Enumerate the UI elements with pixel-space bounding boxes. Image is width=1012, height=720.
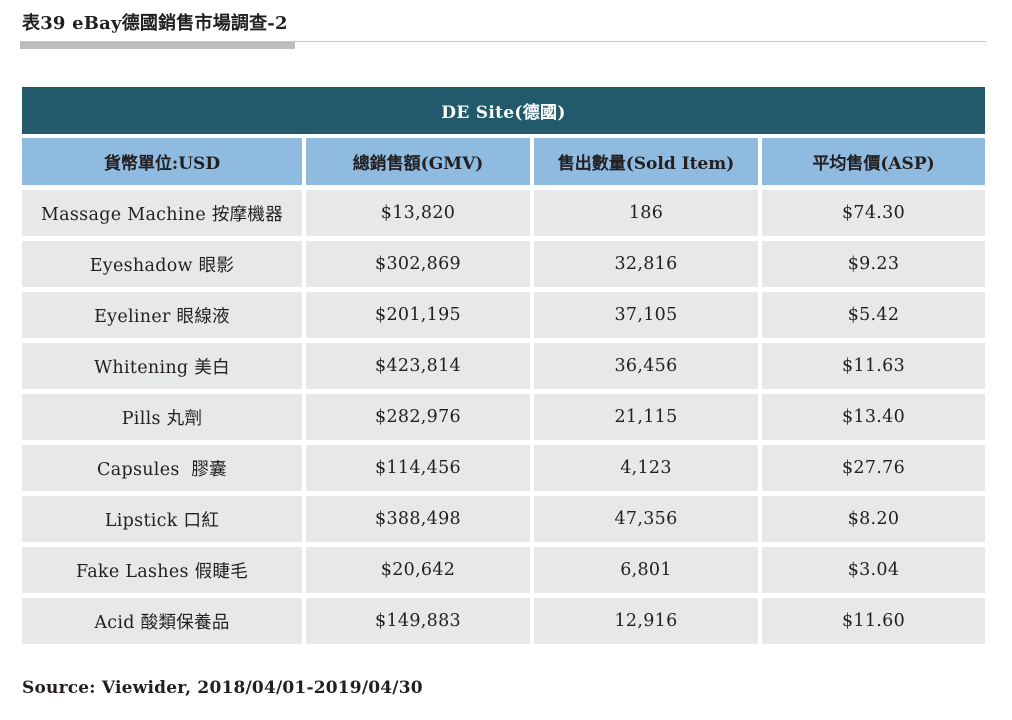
header-gmv: 總銷售額(GMV) <box>306 138 530 185</box>
cell-asp: $11.60 <box>762 598 985 644</box>
title-accent-bar <box>20 42 295 49</box>
table-row: Eyeliner 眼線液 $201,195 37,105 $5.42 <box>22 292 985 338</box>
cell-asp: $13.40 <box>762 394 985 440</box>
cell-gmv: $13,820 <box>306 190 530 236</box>
cell-category: Fake Lashes 假睫毛 <box>22 547 302 593</box>
cell-asp: $27.76 <box>762 445 985 491</box>
cell-asp: $5.42 <box>762 292 985 338</box>
cell-sold-items: 186 <box>534 190 758 236</box>
cell-gmv: $388,498 <box>306 496 530 542</box>
cell-sold-items: 12,916 <box>534 598 758 644</box>
cell-gmv: $282,976 <box>306 394 530 440</box>
cell-sold-items: 4,123 <box>534 445 758 491</box>
table-caption: DE Site(德國) <box>22 87 985 134</box>
cell-asp: $74.30 <box>762 190 985 236</box>
table-row: Lipstick 口紅 $388,498 47,356 $8.20 <box>22 496 985 542</box>
cell-sold-items: 21,115 <box>534 394 758 440</box>
cell-sold-items: 47,356 <box>534 496 758 542</box>
cell-category: Capsules 膠囊 <box>22 445 302 491</box>
cell-asp: $3.04 <box>762 547 985 593</box>
source-note: Source: Viewider, 2018/04/01-2019/04/30 <box>22 678 423 698</box>
title-divider <box>20 41 986 42</box>
cell-category: Acid 酸類保養品 <box>22 598 302 644</box>
cell-asp: $11.63 <box>762 343 985 389</box>
table-header-row: 貨幣單位:USD 總銷售額(GMV) 售出數量(Sold Item) 平均售價(… <box>22 138 985 185</box>
cell-gmv: $302,869 <box>306 241 530 287</box>
cell-sold-items: 36,456 <box>534 343 758 389</box>
table-row: Massage Machine 按摩機器 $13,820 186 $74.30 <box>22 190 985 236</box>
sales-table: DE Site(德國) 貨幣單位:USD 總銷售額(GMV) 售出數量(Sold… <box>22 87 985 644</box>
cell-sold-items: 37,105 <box>534 292 758 338</box>
table-row: Acid 酸類保養品 $149,883 12,916 $11.60 <box>22 598 985 644</box>
cell-category: Eyeliner 眼線液 <box>22 292 302 338</box>
cell-asp: $9.23 <box>762 241 985 287</box>
header-sold-items: 售出數量(Sold Item) <box>534 138 758 185</box>
header-currency-unit: 貨幣單位:USD <box>22 138 302 185</box>
table-title: 表39 eBay德國銷售市場調查-2 <box>22 13 288 34</box>
cell-gmv: $423,814 <box>306 343 530 389</box>
table-row: Capsules 膠囊 $114,456 4,123 $27.76 <box>22 445 985 491</box>
cell-gmv: $20,642 <box>306 547 530 593</box>
cell-gmv: $149,883 <box>306 598 530 644</box>
cell-category: Massage Machine 按摩機器 <box>22 190 302 236</box>
table-row: Eyeshadow 眼影 $302,869 32,816 $9.23 <box>22 241 985 287</box>
cell-category: Eyeshadow 眼影 <box>22 241 302 287</box>
table-row: Fake Lashes 假睫毛 $20,642 6,801 $3.04 <box>22 547 985 593</box>
cell-category: Lipstick 口紅 <box>22 496 302 542</box>
cell-category: Pills 丸劑 <box>22 394 302 440</box>
header-asp: 平均售價(ASP) <box>762 138 985 185</box>
cell-sold-items: 32,816 <box>534 241 758 287</box>
cell-sold-items: 6,801 <box>534 547 758 593</box>
cell-gmv: $201,195 <box>306 292 530 338</box>
cell-gmv: $114,456 <box>306 445 530 491</box>
cell-category: Whitening 美白 <box>22 343 302 389</box>
table-row: Whitening 美白 $423,814 36,456 $11.63 <box>22 343 985 389</box>
cell-asp: $8.20 <box>762 496 985 542</box>
table-row: Pills 丸劑 $282,976 21,115 $13.40 <box>22 394 985 440</box>
